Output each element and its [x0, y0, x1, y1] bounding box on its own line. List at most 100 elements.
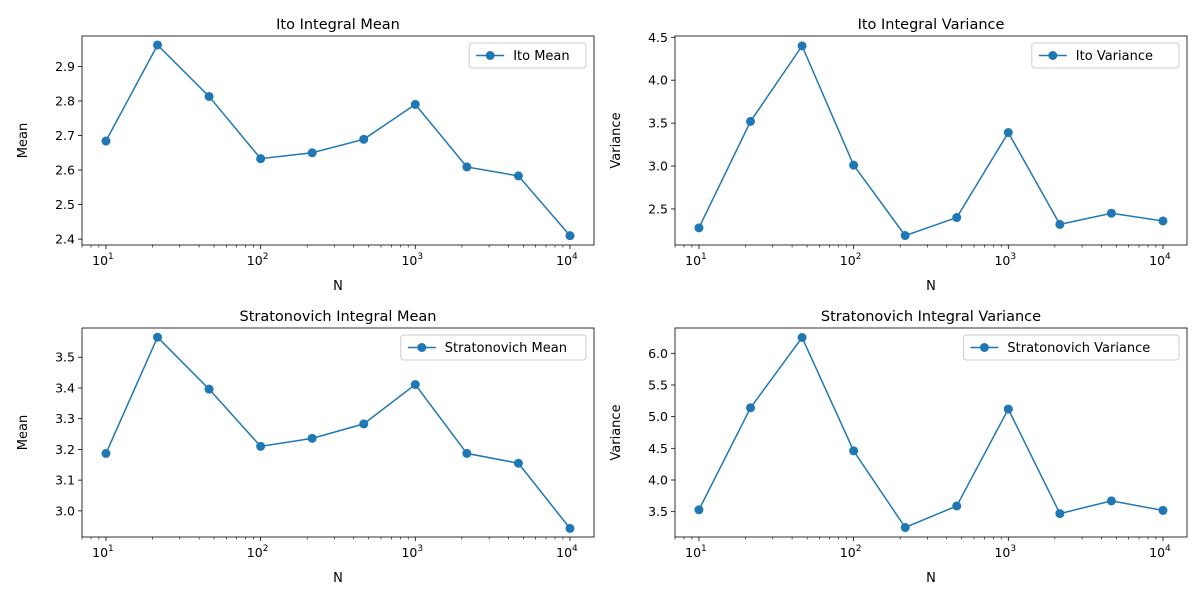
chart-title: Stratonovich Integral Mean — [239, 309, 436, 325]
data-point — [513, 458, 523, 468]
x-tick-base: 10 — [840, 545, 856, 560]
y-tick-label: 3.3 — [55, 411, 75, 426]
data-point — [1003, 404, 1013, 414]
x-tick-exponent: 2 — [263, 252, 269, 262]
axes-frame — [674, 35, 1188, 246]
legend: Stratonovich Variance — [962, 334, 1180, 361]
x-tick-base: 10 — [840, 253, 856, 268]
data-point — [101, 136, 111, 146]
x-tick-label: 101 — [92, 252, 114, 268]
legend: Stratonovich Mean — [400, 334, 587, 361]
y-axis-label: Variance — [609, 404, 624, 460]
y-tick-label: 2.4 — [55, 232, 75, 247]
y-axis-label: Variance — [609, 112, 624, 168]
y-tick-label: 3.5 — [55, 350, 75, 365]
y-axis-label: Mean — [16, 123, 31, 158]
x-tick-base: 10 — [685, 253, 701, 268]
y-tick-label: 3.5 — [648, 504, 668, 519]
x-tick-base: 10 — [92, 253, 108, 268]
x-tick-base: 10 — [994, 545, 1010, 560]
x-tick-base: 10 — [401, 545, 417, 560]
chart-title: Ito Integral Mean — [276, 17, 400, 33]
data-point — [359, 134, 369, 144]
x-tick-base: 10 — [556, 253, 572, 268]
chart-title: Ito Integral Variance — [858, 17, 1005, 33]
y-tick-label: 2.9 — [55, 59, 75, 74]
legend: Ito Variance — [1031, 42, 1180, 69]
data-point — [153, 332, 163, 342]
data-point — [900, 231, 910, 241]
x-tick-label: 102 — [247, 544, 269, 560]
x-tick-label: 101 — [685, 544, 707, 560]
data-point — [1158, 505, 1168, 515]
series-line — [105, 335, 571, 529]
data-point — [307, 148, 317, 158]
x-tick-base: 10 — [247, 253, 263, 268]
x-tick-exponent: 4 — [572, 252, 578, 262]
data-point — [101, 448, 111, 458]
legend-label: Ito Mean — [513, 49, 569, 64]
series-line — [698, 44, 1164, 237]
x-tick-base: 10 — [92, 545, 108, 560]
legend-marker-swatch — [485, 51, 495, 60]
data-point — [1158, 216, 1168, 226]
x-tick-label: 102 — [247, 252, 269, 268]
data-point — [513, 171, 523, 181]
x-tick-label: 103 — [994, 252, 1016, 268]
x-tick-exponent: 3 — [1010, 252, 1016, 262]
y-tick-label: 6.0 — [648, 346, 668, 361]
data-point — [797, 41, 807, 51]
legend-frame — [400, 334, 587, 361]
y-tick-label: 2.5 — [648, 201, 668, 216]
data-point — [565, 231, 575, 241]
legend: Ito Mean — [468, 42, 587, 69]
x-tick-label: 102 — [840, 252, 862, 268]
x-tick-base: 10 — [685, 545, 701, 560]
data-point — [1055, 509, 1065, 519]
data-point — [565, 523, 575, 533]
data-point — [1055, 219, 1065, 229]
axes-frame — [674, 327, 1188, 538]
data-point — [694, 505, 704, 515]
data-point — [952, 501, 962, 511]
y-tick-label: 5.0 — [648, 409, 668, 424]
x-tick-exponent: 1 — [108, 544, 114, 554]
x-tick-base: 10 — [1149, 545, 1165, 560]
y-tick-label: 2.8 — [55, 93, 75, 108]
data-point — [256, 154, 266, 164]
data-point — [153, 40, 163, 50]
legend-label: Ito Variance — [1076, 49, 1153, 64]
data-point — [204, 91, 214, 101]
data-point — [1106, 208, 1116, 218]
data-point — [462, 162, 472, 172]
x-tick-exponent: 4 — [1165, 252, 1171, 262]
data-point — [746, 116, 756, 126]
y-tick-label: 3.0 — [648, 159, 668, 174]
legend-label: Stratonovich Variance — [1007, 341, 1150, 356]
legend-marker-swatch — [1048, 51, 1058, 60]
x-tick-label: 101 — [92, 544, 114, 560]
data-point — [256, 441, 266, 451]
x-tick-label: 104 — [556, 252, 578, 268]
y-tick-label: 2.5 — [55, 197, 75, 212]
x-tick-label: 104 — [1149, 544, 1171, 560]
data-point — [410, 99, 420, 109]
x-tick-base: 10 — [1149, 253, 1165, 268]
x-tick-exponent: 3 — [1010, 544, 1016, 554]
x-tick-exponent: 1 — [108, 252, 114, 262]
x-axis-label: N — [926, 571, 936, 586]
y-tick-label: 4.5 — [648, 30, 668, 45]
data-point — [1003, 128, 1013, 138]
x-tick-label: 103 — [401, 544, 423, 560]
x-tick-label: 104 — [1149, 252, 1171, 268]
x-tick-exponent: 1 — [701, 544, 707, 554]
data-point — [849, 446, 859, 456]
x-tick-label: 101 — [685, 252, 707, 268]
axes-frame — [81, 327, 595, 538]
series-line — [105, 43, 571, 237]
x-tick-exponent: 1 — [701, 252, 707, 262]
data-point — [694, 223, 704, 233]
axes-frame — [81, 35, 595, 246]
